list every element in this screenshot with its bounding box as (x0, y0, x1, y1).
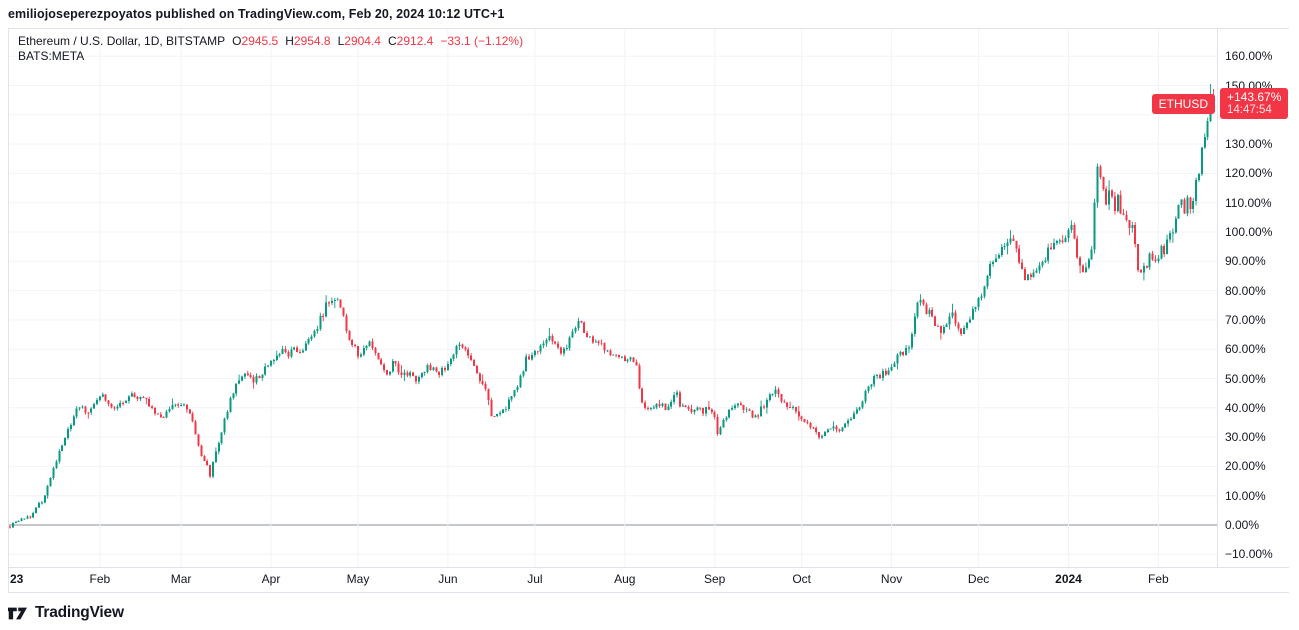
symbol-badge: ETHUSD (1151, 94, 1215, 115)
price-axis-label: 80.00% (1225, 283, 1266, 298)
time-axis-label: Nov (880, 572, 903, 586)
price-axis-label: 0.00% (1225, 518, 1260, 532)
tradingview-logo-link[interactable]: TradingView (8, 604, 124, 622)
price-axis-label: 130.00% (1225, 137, 1273, 152)
candlestick-chart (9, 29, 1217, 567)
symbol-ohlc-row: Ethereum / U.S. Dollar, 1D, BITSTAMP O294… (18, 33, 523, 49)
chart-plot-area: Ethereum / U.S. Dollar, 1D, BITSTAMP O294… (9, 29, 1217, 567)
price-axis-label: 20.00% (1225, 459, 1266, 474)
high-value: 2954.8 (293, 34, 331, 48)
time-axis-label: Feb (89, 572, 111, 586)
chart-widget: Ethereum / U.S. Dollar, 1D, BITSTAMP O294… (8, 28, 1289, 593)
time-axis: 23 Feb Mar Apr May Jun Jul Aug Sep Oct Nov Dec 2024 F… (9, 567, 1289, 592)
time-axis-label: Jul (527, 572, 543, 586)
time-axis-label: Jun (438, 572, 458, 586)
close-value: 2912.4 (396, 34, 434, 48)
time-axis-label: Aug (614, 572, 636, 586)
secondary-symbol: BATS:META (18, 49, 85, 63)
time-axis-label: Sep (704, 572, 726, 586)
change-percent-value: +143.67% (1227, 90, 1282, 105)
price-axis-label: 160.00% (1225, 49, 1273, 64)
price-axis-label: 40.00% (1225, 400, 1266, 415)
time-axis-label: Mar (170, 572, 192, 586)
price-axis-label: 100.00% (1225, 225, 1273, 239)
price-axis-label: −10.00% (1225, 547, 1273, 562)
time-axis-label: Oct (792, 572, 812, 586)
time-axis-label: 23 (10, 572, 24, 586)
change-value: −33.1 (−1.12%) (440, 34, 524, 48)
low-label: L (337, 34, 345, 48)
open-value: 2945.5 (241, 34, 279, 48)
symbol-title: Ethereum / U.S. Dollar, 1D, BITSTAMP (18, 34, 226, 48)
price-change-badge: +143.67% 14:47:54 (1220, 88, 1288, 120)
low-value: 2904.4 (344, 34, 381, 48)
price-axis-label: 110.00% (1225, 195, 1272, 210)
time-axis-label: Feb (1148, 572, 1169, 586)
chart-legend: Ethereum / U.S. Dollar, 1D, BITSTAMP O294… (18, 33, 523, 64)
price-axis-label: 60.00% (1225, 342, 1266, 357)
high-label: H (285, 34, 294, 48)
time-axis-label: 2024 (1055, 572, 1082, 586)
bar-countdown: 14:47:54 (1227, 104, 1272, 117)
price-axis-label: 10.00% (1225, 488, 1266, 503)
price-axis: +143.67% 14:47:54 160.00% 150.00% 130.00% 1… (1217, 29, 1289, 567)
open-label: O (232, 34, 242, 48)
time-axis-label: May (346, 572, 370, 586)
time-axis-label: Dec (967, 572, 990, 586)
brand-name: TradingView (35, 604, 124, 621)
time-axis-label: Apr (261, 572, 281, 586)
price-axis-label: 120.00% (1225, 166, 1273, 181)
price-axis-label: 30.00% (1225, 430, 1266, 445)
price-axis-label: 50.00% (1225, 371, 1266, 386)
tradingview-logo-icon (8, 607, 27, 619)
price-axis-label: 90.00% (1225, 254, 1266, 269)
footer-bar: TradingView (8, 600, 124, 626)
price-axis-label: 70.00% (1225, 312, 1266, 327)
attribution-text: emiliojoseperezpoyatos published on Trad… (8, 7, 505, 21)
close-label: C (387, 34, 397, 48)
